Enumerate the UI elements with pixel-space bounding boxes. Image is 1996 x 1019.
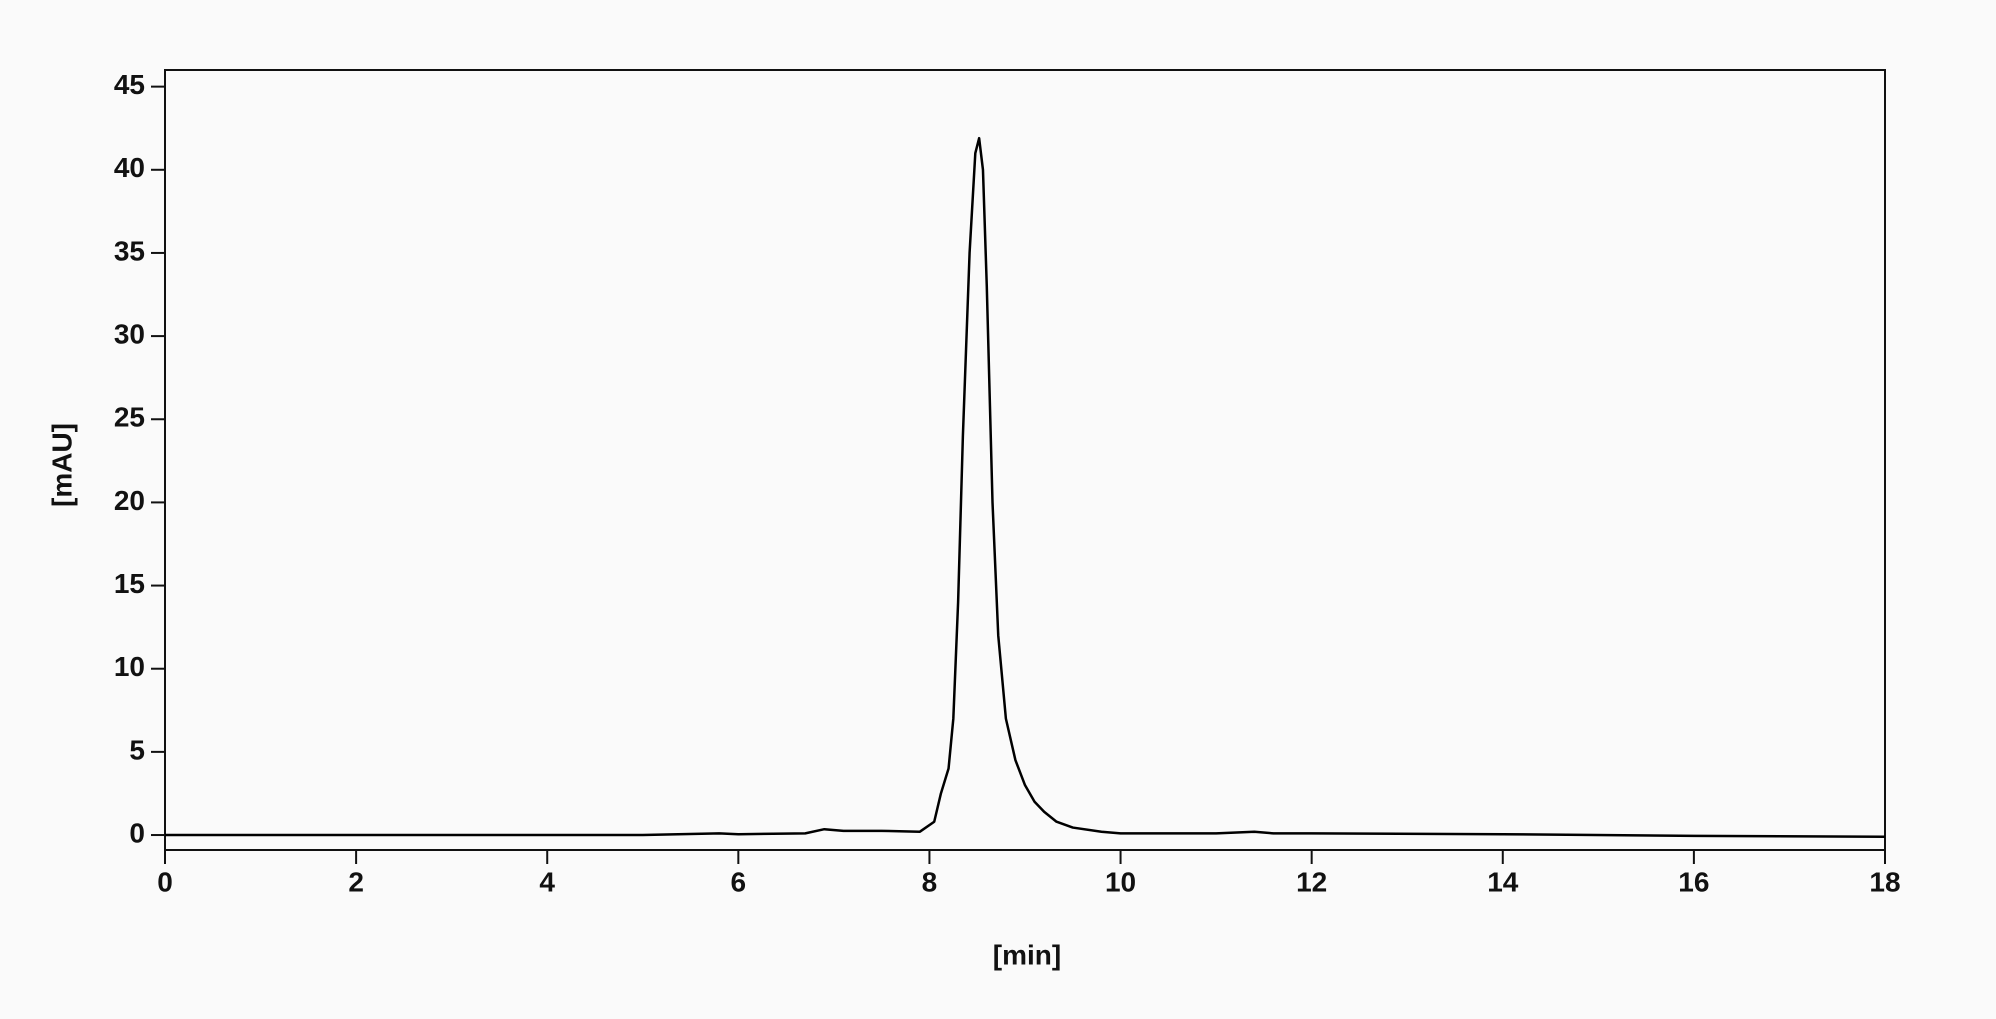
x-tick-label: 8	[922, 866, 938, 897]
y-axis-label: [mAU]	[46, 423, 77, 507]
y-tick-label: 30	[114, 318, 145, 349]
trace-line	[165, 136, 1886, 838]
plot-frame	[164, 69, 1886, 851]
y-tick-label: 20	[114, 485, 145, 516]
x-tick-label: 6	[731, 866, 747, 897]
x-tick-label: 16	[1678, 866, 1709, 897]
y-tick-label: 40	[114, 152, 145, 183]
x-tick-label: 0	[157, 866, 173, 897]
y-tick-label: 45	[114, 69, 145, 100]
y-tick-label: 5	[129, 734, 145, 765]
x-tick-label: 4	[539, 866, 555, 897]
x-tick-label: 2	[348, 866, 364, 897]
y-tick-label: 0	[129, 817, 145, 848]
y-tick-label: 25	[114, 402, 145, 433]
x-tick-label: 12	[1296, 866, 1327, 897]
y-tick-label: 15	[114, 568, 145, 599]
y-tick-label: 10	[114, 651, 145, 682]
x-axis-label: [min]	[993, 939, 1061, 970]
y-tick-label: 35	[114, 235, 145, 266]
x-tick-label: 10	[1105, 866, 1136, 897]
x-tick-label: 18	[1869, 866, 1900, 897]
x-tick-label: 14	[1487, 866, 1519, 897]
